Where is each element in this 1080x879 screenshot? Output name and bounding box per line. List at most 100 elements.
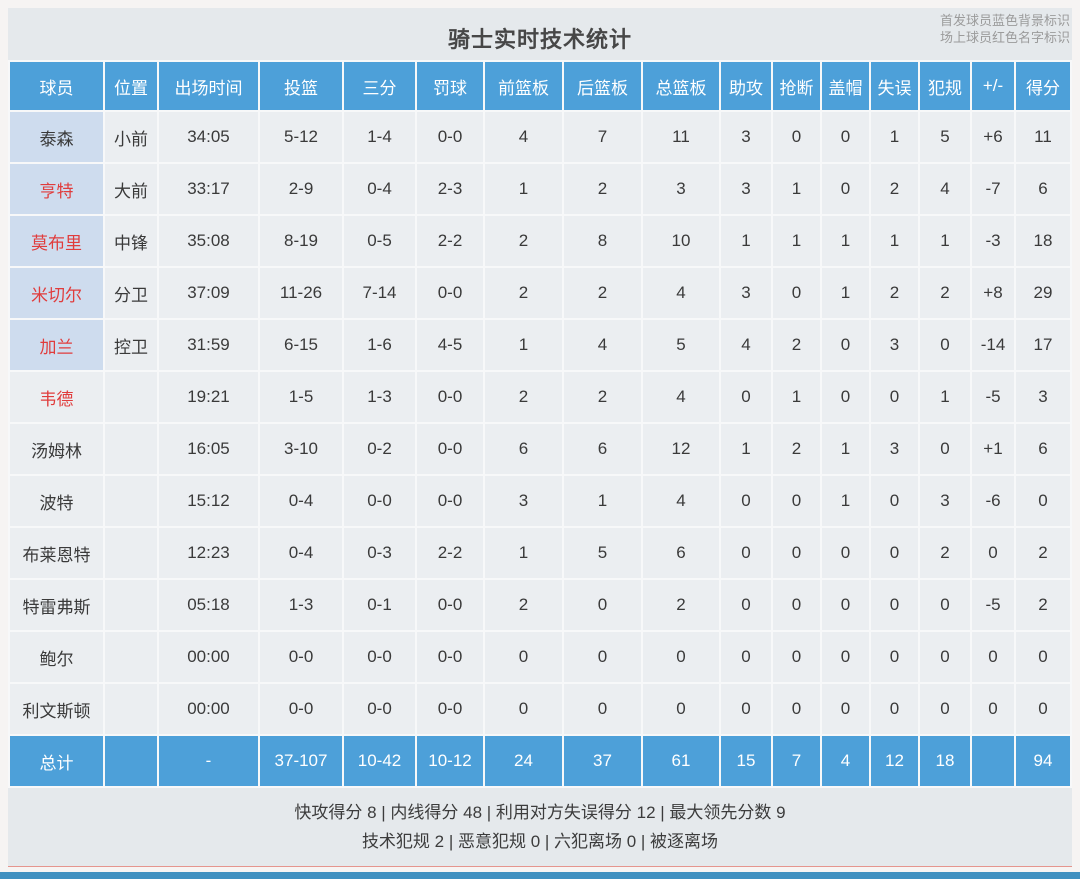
stat-cell: 17 (1016, 320, 1070, 370)
totals-stat-cell: 61 (643, 736, 719, 786)
stat-cell: 3 (721, 112, 771, 162)
stat-cell: 大前 (105, 164, 157, 214)
stat-cell: 1 (721, 424, 771, 474)
stat-cell: 分卫 (105, 268, 157, 318)
totals-stat-cell: 7 (773, 736, 820, 786)
player-name-cell: 加兰 (10, 320, 103, 370)
stat-cell: 0-0 (344, 684, 415, 734)
stat-cell: 小前 (105, 112, 157, 162)
column-header: +/- (972, 62, 1014, 110)
column-header: 球员 (10, 62, 103, 110)
stat-cell: 05:18 (159, 580, 258, 630)
stat-cell: 3 (871, 320, 918, 370)
stat-cell: 2 (920, 528, 970, 578)
stat-cell: 5-12 (260, 112, 342, 162)
stat-cell: 0 (972, 684, 1014, 734)
stat-cell: 1-4 (344, 112, 415, 162)
column-header: 盖帽 (822, 62, 869, 110)
stat-cell: 5 (564, 528, 641, 578)
stat-cell: 0-0 (417, 372, 483, 422)
stat-cell: 6 (485, 424, 562, 474)
stat-cell: 2 (1016, 580, 1070, 630)
stat-cell: 0 (822, 684, 869, 734)
column-header: 三分 (344, 62, 415, 110)
stat-cell: 0 (920, 684, 970, 734)
column-header: 得分 (1016, 62, 1070, 110)
totals-stat-cell: 10-42 (344, 736, 415, 786)
summary-line-fouls: 技术犯规 2 | 恶意犯规 0 | 六犯离场 0 | 被逐离场 (361, 832, 719, 851)
stat-cell: 0 (1016, 632, 1070, 682)
stat-cell: +8 (972, 268, 1014, 318)
stat-cell: 4 (643, 268, 719, 318)
stat-cell: 0-2 (344, 424, 415, 474)
stat-cell: 4 (643, 476, 719, 526)
stat-cell: 1 (564, 476, 641, 526)
stat-cell: 1 (485, 528, 562, 578)
summary-line-scoring: 快攻得分 8 | 内线得分 48 | 利用对方失误得分 12 | 最大领先分数 … (294, 803, 786, 822)
stat-cell: 0 (920, 632, 970, 682)
bottom-divider (8, 866, 1072, 867)
stat-cell: 1 (485, 320, 562, 370)
stat-cell: 4 (643, 372, 719, 422)
stat-cell: 3 (871, 424, 918, 474)
player-row: 布莱恩特 12:23 0-4 0-3 2-2 1 5 6 0 0 0 0 2 0 2 (10, 528, 1070, 578)
stat-cell: -3 (972, 216, 1014, 266)
stat-cell: 6-15 (260, 320, 342, 370)
column-header: 助攻 (721, 62, 771, 110)
stat-cell: 0-0 (260, 684, 342, 734)
stat-cell: 0 (564, 580, 641, 630)
stat-cell: 0-1 (344, 580, 415, 630)
stat-cell: 0 (920, 424, 970, 474)
stat-cell: 1 (485, 164, 562, 214)
stat-cell: 8-19 (260, 216, 342, 266)
stat-cell: 0-0 (417, 476, 483, 526)
stat-cell: 0 (643, 684, 719, 734)
stat-cell: 11 (643, 112, 719, 162)
stat-cell: 2-9 (260, 164, 342, 214)
stat-cell: 0-0 (260, 632, 342, 682)
stat-cell: 19:21 (159, 372, 258, 422)
column-header: 后篮板 (564, 62, 641, 110)
stat-cell: 0-0 (417, 580, 483, 630)
stat-cell (105, 372, 157, 422)
stat-cell: 4 (721, 320, 771, 370)
column-header: 投篮 (260, 62, 342, 110)
stat-cell: 0-4 (260, 476, 342, 526)
game-summary: 快攻得分 8 | 内线得分 48 | 利用对方失误得分 12 | 最大领先分数 … (8, 788, 1072, 866)
stat-cell: 0 (773, 476, 820, 526)
stat-cell: 2 (773, 320, 820, 370)
stat-cell: 35:08 (159, 216, 258, 266)
stat-cell: 1 (871, 216, 918, 266)
stat-cell: 2 (1016, 528, 1070, 578)
stat-cell: -5 (972, 580, 1014, 630)
stat-cell: 0 (871, 372, 918, 422)
stat-cell: 1 (822, 216, 869, 266)
stat-cell: 0 (871, 684, 918, 734)
stat-cell: 2 (564, 268, 641, 318)
stat-cell: 0 (920, 580, 970, 630)
column-header: 犯规 (920, 62, 970, 110)
stat-cell: 0 (822, 112, 869, 162)
stat-cell: 2 (564, 164, 641, 214)
totals-stat-cell: 12 (871, 736, 918, 786)
header-row: 球员 位置 出场时间 投篮 三分 罚球 前篮板 后篮板 总篮板 助攻 抢断 盖帽 失误 犯规 +/- 得分 (10, 62, 1070, 110)
stat-cell: 1-3 (344, 372, 415, 422)
player-name-cell: 鲍尔 (10, 632, 103, 682)
legend-starter-note: 首发球员蓝色背景标识 (939, 13, 1070, 28)
stat-cell: 2 (564, 372, 641, 422)
player-row: 汤姆林 16:05 3-10 0-2 0-0 6 6 12 1 2 1 3 0 +1 6 (10, 424, 1070, 474)
stat-cell: 8 (564, 216, 641, 266)
stat-cell: 1 (822, 424, 869, 474)
player-name-cell: 米切尔 (10, 268, 103, 318)
stat-cell: 2-2 (417, 216, 483, 266)
stat-cell: 0 (920, 320, 970, 370)
stat-cell: 2 (871, 268, 918, 318)
stat-cell: 31:59 (159, 320, 258, 370)
bottom-accent-bar (0, 872, 1080, 879)
stat-cell: 0 (822, 528, 869, 578)
stat-cell: 中锋 (105, 216, 157, 266)
stat-cell: 0 (773, 632, 820, 682)
totals-stat-cell: 37 (564, 736, 641, 786)
stat-cell: 0-0 (417, 112, 483, 162)
stat-cell: 6 (1016, 424, 1070, 474)
